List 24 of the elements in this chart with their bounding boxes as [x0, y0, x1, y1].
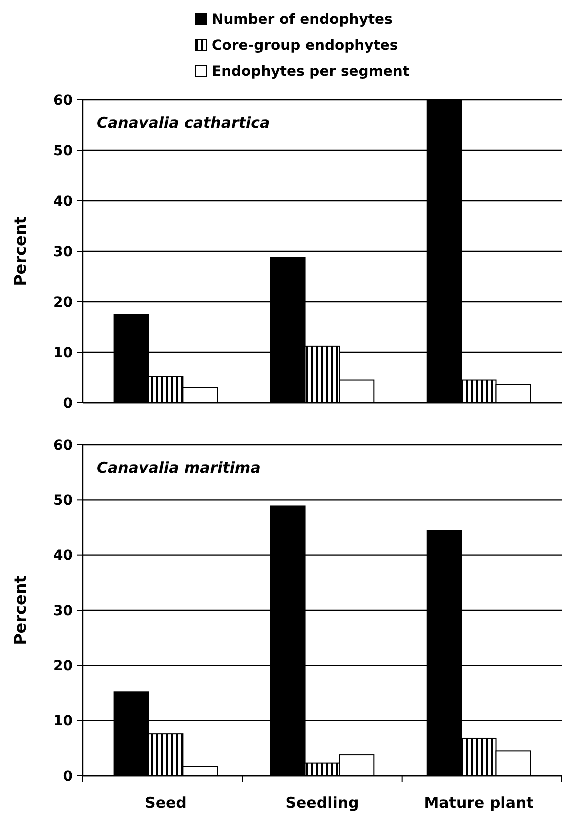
y-tick-label: 20	[54, 294, 74, 311]
y-tick-label: 10	[54, 714, 74, 730]
y-tick-label: 0	[63, 396, 74, 412]
y-axis-title: Percent	[11, 575, 30, 646]
legend-label: Core-group endophytes	[212, 38, 398, 54]
y-tick-label: 60	[54, 438, 74, 454]
x-tick-label: Mature plant	[424, 794, 534, 812]
text: Canavalia cathartica	[97, 114, 270, 132]
y-tick-label: 60	[54, 92, 74, 109]
y-tick-label: 50	[54, 493, 74, 510]
y-tick-label: 30	[54, 603, 74, 620]
x-tick-label: Seedling	[286, 794, 360, 812]
y-tick-label: 20	[54, 658, 74, 675]
y-axis-title: Percent	[11, 216, 30, 286]
y-tick-label: 30	[54, 244, 74, 260]
text: Canavalia maritima	[97, 459, 261, 477]
legend-label: Number of endophytes	[212, 12, 393, 28]
legend-label: Endophytes per segment	[212, 64, 410, 80]
y-tick-label: 0	[63, 768, 74, 785]
y-tick-label: 40	[54, 194, 74, 210]
x-tick-label: Seed	[145, 794, 187, 812]
y-tick-label: 40	[54, 548, 74, 564]
y-tick-label: 10	[54, 345, 74, 362]
y-tick-label: 50	[54, 143, 74, 160]
